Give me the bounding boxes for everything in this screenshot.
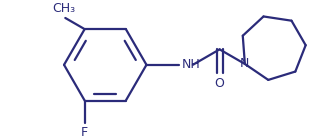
Text: NH: NH	[182, 58, 200, 71]
Text: F: F	[81, 126, 88, 139]
Text: CH₃: CH₃	[52, 2, 75, 15]
Text: O: O	[215, 77, 224, 90]
Text: N: N	[240, 57, 250, 70]
